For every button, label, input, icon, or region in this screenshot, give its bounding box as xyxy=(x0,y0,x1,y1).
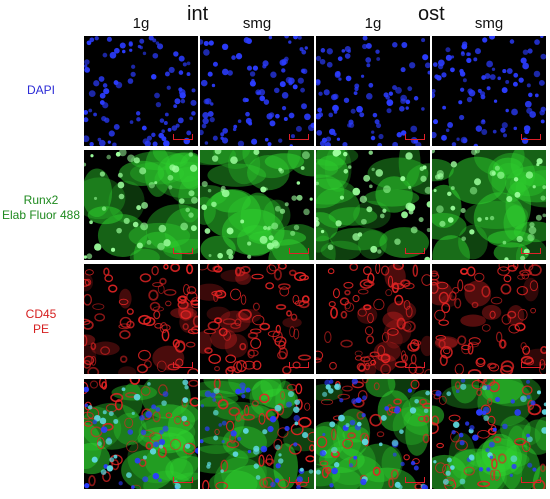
micrograph-merge-col-4 xyxy=(432,379,546,489)
scale-bar xyxy=(173,134,193,140)
scale-bar xyxy=(289,477,309,483)
micrograph-red-col-3 xyxy=(316,264,430,374)
scale-bar xyxy=(173,362,193,368)
scale-bar xyxy=(521,362,541,368)
scale-bar xyxy=(289,134,309,140)
scale-bar xyxy=(173,248,193,254)
row-label-runx2: Runx2 Elab Fluor 488 xyxy=(0,193,82,223)
group-title-ost: ost xyxy=(418,3,445,25)
scale-bar xyxy=(405,477,425,483)
scale-bar xyxy=(521,134,541,140)
column-label-4: smg xyxy=(474,15,504,32)
micrograph-red-col-4 xyxy=(432,264,546,374)
row-label-runx2-line-2: Elab Fluor 488 xyxy=(1,208,81,222)
column-label-1: 1g xyxy=(132,15,150,32)
micrograph-dapi-col-3 xyxy=(316,36,430,146)
row-label-dapi: DAPI xyxy=(0,83,82,98)
micrograph-green-col-2 xyxy=(200,150,314,260)
row-label-cd45: CD45 PE xyxy=(0,307,82,337)
micrograph-merge-col-1 xyxy=(84,379,198,489)
scale-bar xyxy=(405,134,425,140)
micrograph-merge-col-2 xyxy=(200,379,314,489)
scale-bar xyxy=(289,248,309,254)
row-label-cd45-line-2: PE xyxy=(32,322,49,336)
scale-bar xyxy=(405,248,425,254)
micrograph-dapi-col-2 xyxy=(200,36,314,146)
scale-bar xyxy=(405,362,425,368)
micrograph-dapi-col-4 xyxy=(432,36,546,146)
micrograph-green-col-3 xyxy=(316,150,430,260)
scale-bar xyxy=(521,477,541,483)
micrograph-dapi-col-1 xyxy=(84,36,198,146)
column-label-3: 1g xyxy=(364,15,382,32)
row-label-cd45-line-1: CD45 xyxy=(25,307,57,321)
micrograph-red-col-1 xyxy=(84,264,198,374)
micrograph-green-col-1 xyxy=(84,150,198,260)
micrograph-merge-col-3 xyxy=(316,379,430,489)
scale-bar xyxy=(173,477,193,483)
micrograph-red-col-2 xyxy=(200,264,314,374)
micrograph-green-col-4 xyxy=(432,150,546,260)
column-label-2: smg xyxy=(242,15,272,32)
row-label-runx2-line-1: Runx2 xyxy=(23,193,59,207)
group-title-int: int xyxy=(187,3,209,25)
scale-bar xyxy=(521,248,541,254)
scale-bar xyxy=(289,362,309,368)
row-label-dapi-line-1: DAPI xyxy=(26,83,55,97)
